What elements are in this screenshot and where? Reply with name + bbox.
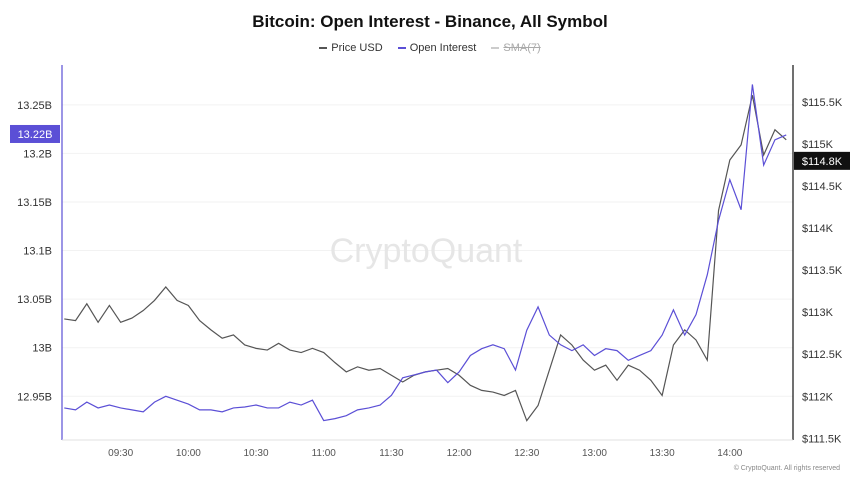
x-tick-label: 12:00 [447,448,472,459]
open-interest-line [64,84,787,422]
left-tick-label: 12.95B [17,391,52,403]
right-tick-label: $115K [802,139,834,151]
x-tick-label: 13:30 [650,448,675,459]
legend-item-sma[interactable]: SMA(7) [491,42,541,54]
left-tick-label: 13B [32,343,52,355]
left-tick-label: 13.05B [17,294,52,306]
left-tick-label: 13.25B [17,100,52,112]
x-tick-label: 12:30 [514,448,539,459]
legend-item-price[interactable]: Price USD [319,42,383,54]
right-tick-label: $111.5K [802,433,842,445]
x-tick-label: 09:30 [108,448,133,459]
x-tick-label: 14:00 [717,448,742,459]
legend-label-sma: SMA(7) [503,42,541,54]
x-tick-label: 11:30 [379,448,404,459]
right-tick-label: $114K [802,223,834,235]
legend-item-open-interest[interactable]: Open Interest [397,42,477,54]
copyright: © CryptoQuant. All rights reserved [733,465,840,472]
oi-swatch [397,47,406,49]
left-tick-label: 13.15B [17,197,52,209]
sma-swatch [491,47,500,49]
right-current-value: $114.8K [802,156,843,168]
right-tick-label: $112K [802,391,834,403]
right-tick-label: $114.5K [802,181,843,193]
left-current-value: 13.22B [18,129,53,141]
legend-label-price: Price USD [331,42,383,54]
left-tick-label: 13.2B [23,148,52,160]
right-tick-label: $115.5K [802,97,843,109]
x-tick-label: 10:30 [244,448,269,459]
x-tick-label: 11:00 [312,448,337,459]
chart-title: Bitcoin: Open Interest - Binance, All Sy… [252,12,608,31]
legend: Price USD Open Interest SMA(7) [0,42,860,54]
x-tick-label: 13:00 [582,448,607,459]
left-tick-label: 13.1B [23,246,52,258]
legend-label-oi: Open Interest [409,42,477,54]
right-tick-label: $113K [802,307,834,319]
x-tick-label: 10:00 [176,448,201,459]
price-swatch [319,47,328,49]
right-tick-label: $113.5K [802,265,843,277]
right-current-badge [794,151,850,170]
right-tick-label: $112.5K [802,349,843,361]
watermark: CryptoQuant [330,232,523,270]
left-current-badge [10,124,60,143]
